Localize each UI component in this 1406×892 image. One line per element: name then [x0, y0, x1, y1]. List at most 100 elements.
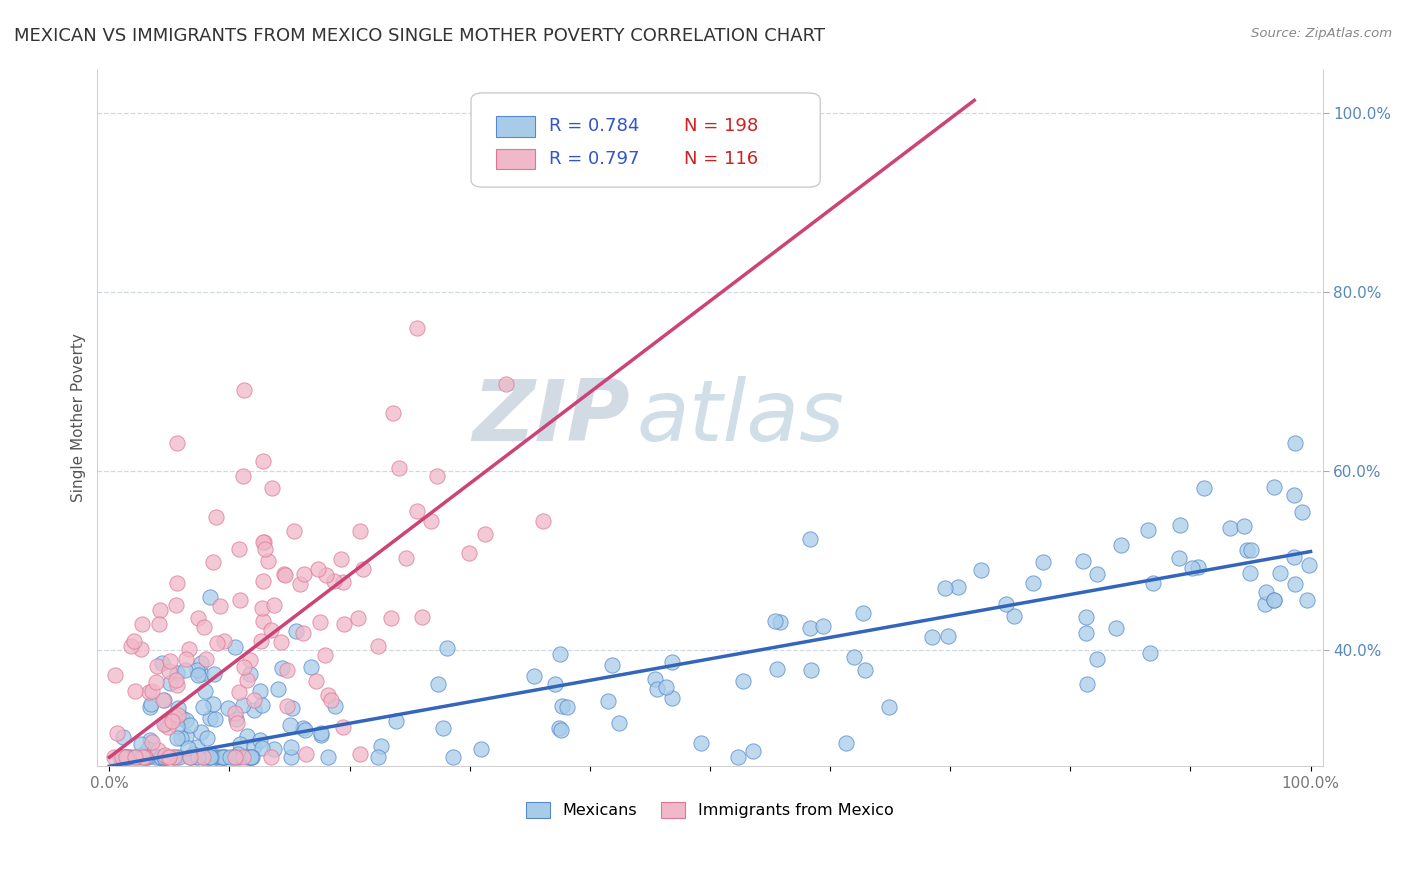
Point — [1295, 593, 1317, 607]
Point — [224, 640, 246, 654]
Text: R = 0.797: R = 0.797 — [550, 150, 640, 169]
Point — [550, 723, 572, 737]
Text: atlas: atlas — [637, 376, 845, 458]
Point — [1282, 488, 1305, 502]
Point — [111, 730, 134, 744]
Point — [330, 551, 353, 566]
Point — [179, 750, 201, 764]
Point — [727, 750, 749, 764]
Point — [252, 454, 274, 468]
Point — [1168, 518, 1191, 533]
Point — [1137, 523, 1160, 537]
FancyBboxPatch shape — [471, 93, 820, 187]
Point — [309, 726, 332, 740]
Point — [523, 669, 546, 683]
Point — [240, 750, 263, 764]
Point — [1192, 481, 1215, 495]
Point — [1284, 576, 1306, 591]
Point — [273, 567, 295, 582]
Point — [1187, 559, 1209, 574]
Point — [274, 568, 297, 582]
Point — [661, 691, 683, 706]
FancyBboxPatch shape — [495, 116, 534, 136]
Point — [1074, 609, 1097, 624]
Point — [270, 635, 292, 649]
Point — [1219, 521, 1241, 535]
Point — [385, 714, 408, 729]
Point — [224, 750, 246, 764]
Point — [152, 693, 174, 707]
Point — [250, 634, 273, 648]
Point — [157, 750, 180, 764]
Text: N = 116: N = 116 — [685, 150, 758, 169]
Point — [205, 750, 228, 764]
Point — [156, 714, 179, 728]
Point — [260, 750, 283, 764]
Point — [103, 750, 125, 764]
Point — [319, 693, 342, 707]
Point — [138, 750, 160, 764]
Point — [325, 699, 347, 714]
Point — [276, 699, 298, 714]
Point — [236, 750, 259, 764]
Point — [271, 661, 294, 675]
Point — [316, 750, 339, 764]
Point — [288, 577, 311, 591]
Point — [1263, 593, 1285, 607]
Point — [1105, 621, 1128, 635]
Point — [190, 724, 212, 739]
Point — [124, 684, 146, 698]
Point — [149, 750, 172, 764]
Point — [855, 663, 877, 677]
Point — [229, 738, 252, 752]
Point — [280, 701, 302, 715]
Point — [156, 750, 179, 764]
Text: ZIP: ZIP — [472, 376, 630, 458]
Point — [367, 639, 389, 653]
Point — [835, 736, 858, 750]
Point — [205, 509, 228, 524]
Point — [1032, 555, 1054, 569]
Point — [190, 666, 212, 681]
Point — [229, 593, 252, 607]
Point — [131, 750, 153, 764]
Point — [197, 750, 219, 764]
Point — [877, 700, 900, 714]
Point — [212, 750, 235, 764]
Point — [139, 697, 162, 711]
Point — [314, 648, 336, 662]
Point — [174, 652, 197, 666]
Point — [249, 684, 271, 698]
Point — [260, 481, 283, 495]
Point — [124, 750, 146, 764]
Point — [994, 597, 1017, 611]
Point — [186, 664, 208, 678]
Point — [1142, 576, 1164, 591]
Point — [250, 741, 273, 756]
Point — [305, 674, 328, 689]
Point — [153, 748, 176, 763]
Point — [425, 469, 447, 483]
Point — [226, 716, 249, 731]
Point — [180, 750, 202, 764]
Point — [159, 654, 181, 668]
Point — [239, 666, 262, 681]
Point — [252, 534, 274, 549]
Text: Source: ZipAtlas.com: Source: ZipAtlas.com — [1251, 27, 1392, 40]
Point — [470, 742, 492, 756]
Text: R = 0.784: R = 0.784 — [550, 118, 640, 136]
Point — [655, 681, 678, 695]
Point — [690, 736, 713, 750]
Point — [291, 721, 314, 735]
Point — [280, 739, 302, 754]
Point — [742, 744, 765, 758]
Point — [146, 658, 169, 673]
Point — [308, 615, 330, 629]
Point — [1291, 505, 1313, 519]
Point — [419, 514, 441, 528]
Point — [212, 750, 235, 764]
Point — [155, 750, 177, 764]
Point — [228, 684, 250, 698]
Point — [169, 750, 191, 764]
Point — [458, 546, 481, 560]
